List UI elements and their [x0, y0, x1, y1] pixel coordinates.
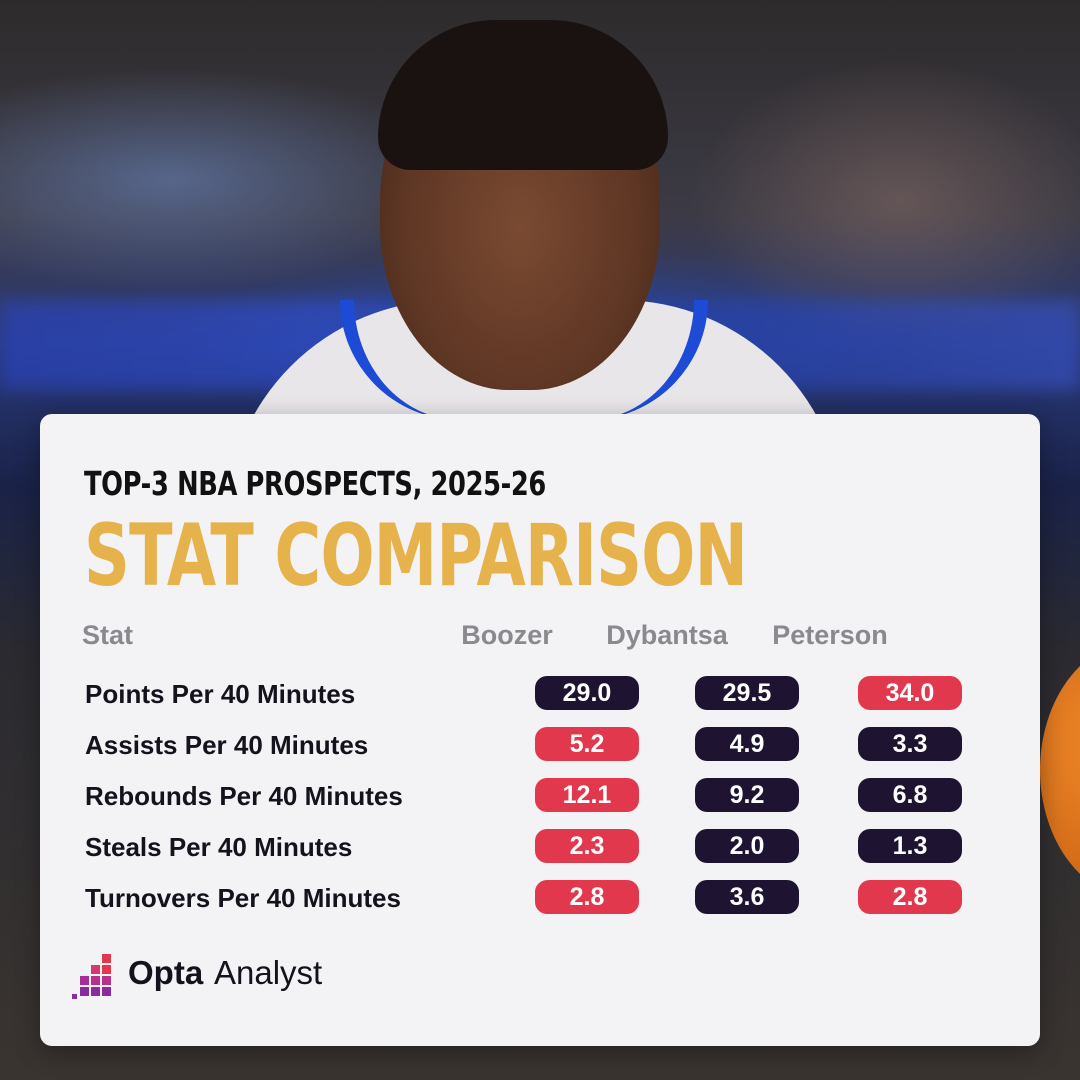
brand-name-opta: Opta: [128, 954, 204, 991]
header-player-boozer: Boozer: [461, 620, 553, 650]
stat-value-pill: 3.6: [695, 880, 799, 914]
header-player-dybantsa: Dybantsa: [606, 620, 728, 650]
table-row: Points Per 40 Minutes 29.0 29.5 34.0: [40, 674, 1040, 714]
brand-name-analyst: Analyst: [214, 954, 323, 991]
opta-analyst-logo-icon: [72, 954, 111, 999]
stat-value-pill: 12.1: [535, 778, 639, 812]
stat-value-pill: 29.5: [695, 676, 799, 710]
player-hair: [378, 20, 668, 170]
stat-value-pill: 9.2: [695, 778, 799, 812]
stat-value-pill: 2.3: [535, 829, 639, 863]
table-row: Turnovers Per 40 Minutes 2.8 3.6 2.8: [40, 878, 1040, 918]
stat-value-pill: 29.0: [535, 676, 639, 710]
row-label: Turnovers Per 40 Minutes: [85, 883, 401, 913]
stat-value-pill: 4.9: [695, 727, 799, 761]
card-headline: STAT COMPARISON: [84, 506, 748, 606]
row-label: Rebounds Per 40 Minutes: [85, 781, 403, 811]
stat-value-pill: 3.3: [858, 727, 962, 761]
stat-table: Stat Boozer Dybantsa Peterson Points Per…: [40, 414, 1040, 1046]
row-label: Points Per 40 Minutes: [85, 679, 356, 709]
table-row: Steals Per 40 Minutes 2.3 2.0 1.3: [40, 827, 1040, 867]
card-kicker: TOP-3 NBA PROSPECTS, 2025-26: [84, 464, 546, 503]
stat-value-pill: 5.2: [535, 727, 639, 761]
stat-value-pill: 2.0: [695, 829, 799, 863]
table-row: Rebounds Per 40 Minutes 12.1 9.2 6.8: [40, 776, 1040, 816]
table-row: Assists Per 40 Minutes 5.2 4.9 3.3: [40, 725, 1040, 765]
stat-value-pill: 6.8: [858, 778, 962, 812]
stat-value-pill: 34.0: [858, 676, 962, 710]
stat-value-pill: 2.8: [535, 880, 639, 914]
row-label: Assists Per 40 Minutes: [85, 730, 369, 760]
header-player-peterson: Peterson: [772, 620, 888, 650]
header-stat: Stat: [82, 620, 134, 650]
row-label: Steals Per 40 Minutes: [85, 832, 353, 862]
opta-analyst-logo: Opta Analyst: [72, 942, 392, 1002]
stat-value-pill: 2.8: [858, 880, 962, 914]
basketball: [1040, 640, 1080, 900]
stat-card: TOP-3 NBA PROSPECTS, 2025-26 STAT COMPAR…: [40, 414, 1040, 1046]
stat-value-pill: 1.3: [858, 829, 962, 863]
